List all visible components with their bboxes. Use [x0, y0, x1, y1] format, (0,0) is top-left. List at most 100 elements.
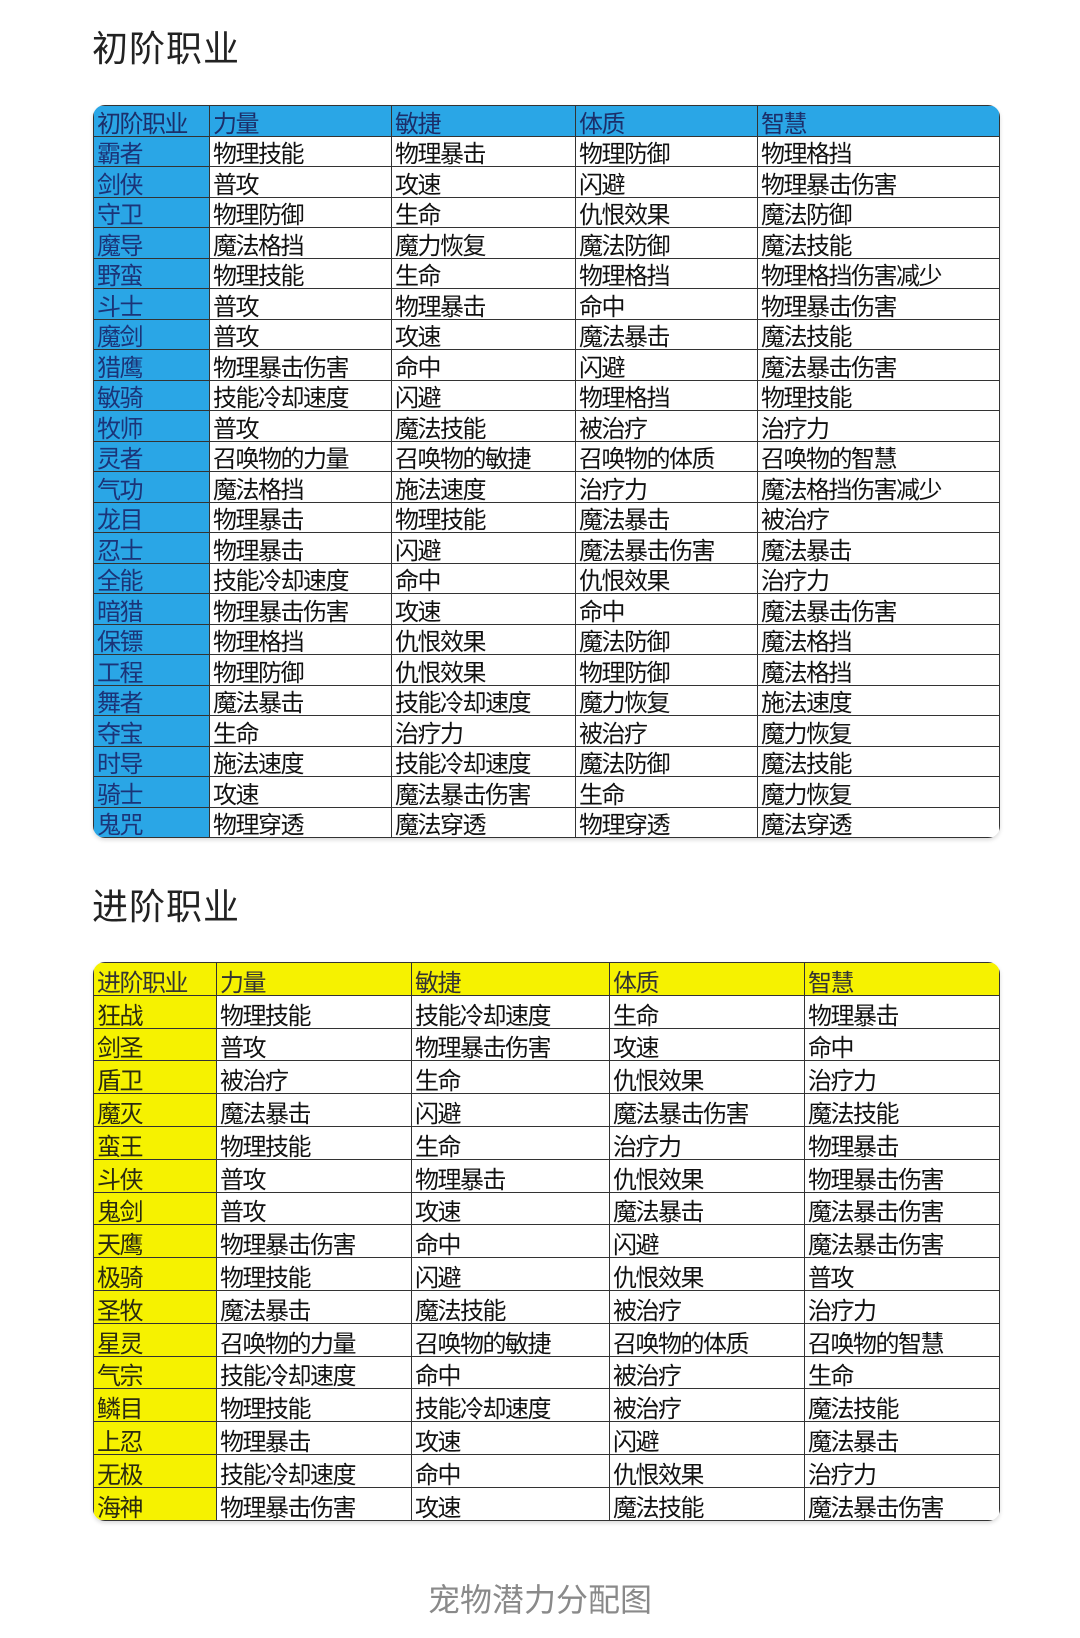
attribute-cell: 攻速: [411, 1421, 610, 1455]
class-name-cell: 时导: [93, 745, 210, 777]
class-name-cell: 魔灭: [93, 1093, 217, 1127]
attribute-cell: 魔力恢复: [391, 227, 576, 259]
attribute-cell: 治疗力: [804, 1453, 1000, 1488]
attribute-cell: 生命: [411, 1060, 610, 1095]
attribute-cell: 召唤物的力量: [216, 1322, 412, 1357]
attribute-cell: 魔法穿透: [757, 806, 1000, 838]
table-row: 魔导 魔法格挡 魔力恢复 魔法防御 魔法技能: [93, 227, 1000, 259]
attribute-cell: 攻速: [411, 1486, 610, 1521]
table-row: 极骑 物理技能 闪避 仇恨效果 普攻: [93, 1257, 1000, 1291]
class-name-cell: 无极: [93, 1453, 217, 1488]
attribute-cell: 魔法技能: [609, 1486, 805, 1521]
attribute-cell: 闪避: [575, 349, 758, 381]
attribute-cell: 技能冷却速度: [209, 562, 392, 594]
attribute-cell: 命中: [411, 1355, 610, 1390]
column-header: 智慧: [757, 105, 1000, 137]
class-name-cell: 魔导: [93, 227, 210, 259]
attribute-cell: 召唤物的力量: [209, 440, 392, 472]
attribute-cell: 命中: [411, 1453, 610, 1488]
attribute-cell: 魔法暴击伤害: [575, 532, 758, 564]
attribute-cell: 闪避: [575, 166, 758, 198]
attribute-cell: 命中: [575, 593, 758, 625]
attribute-cell: 命中: [411, 1224, 610, 1259]
attribute-cell: 魔法暴击: [216, 1093, 412, 1127]
attribute-cell: 物理暴击伤害: [216, 1224, 412, 1259]
attribute-cell: 闪避: [391, 532, 576, 564]
class-name-cell: 气功: [93, 471, 210, 503]
attribute-cell: 魔法暴击伤害: [804, 1486, 1000, 1521]
table-row: 鳞目 物理技能 技能冷却速度 被治疗 魔法技能: [93, 1388, 1000, 1423]
attribute-cell: 普攻: [209, 318, 392, 350]
attribute-cell: 仇恨效果: [609, 1453, 805, 1488]
attribute-cell: 物理技能: [216, 1125, 412, 1160]
attribute-cell: 魔法暴击: [575, 318, 758, 350]
attribute-cell: 仇恨效果: [609, 1060, 805, 1095]
table-row: 舞者 魔法暴击 技能冷却速度 魔力恢复 施法速度: [93, 684, 1000, 716]
attribute-cell: 攻速: [609, 1027, 805, 1062]
attribute-cell: 普攻: [209, 166, 392, 198]
attribute-cell: 魔力恢复: [757, 776, 1000, 808]
class-name-cell: 保镖: [93, 623, 210, 655]
attribute-cell: 治疗力: [575, 471, 758, 503]
attribute-cell: 闪避: [609, 1421, 805, 1455]
attribute-cell: 命中: [391, 562, 576, 594]
class-name-cell: 守卫: [93, 196, 210, 228]
table-row: 猎鹰 物理暴击伤害 命中 闪避 魔法暴击伤害: [93, 349, 1000, 381]
attribute-cell: 魔法暴击伤害: [757, 349, 1000, 381]
advanced-section-title: 进阶职业: [92, 887, 241, 928]
attribute-cell: 魔法格挡: [757, 623, 1000, 655]
class-name-cell: 盾卫: [93, 1060, 217, 1095]
attribute-cell: 物理防御: [575, 135, 758, 167]
attribute-cell: 攻速: [209, 776, 392, 808]
table-row: 蛮王 物理技能 生命 治疗力 物理暴击: [93, 1125, 1000, 1160]
class-name-cell: 斗士: [93, 288, 210, 320]
class-name-cell: 上忍: [93, 1421, 217, 1455]
class-name-cell: 圣牧: [93, 1289, 217, 1324]
attribute-cell: 物理技能: [757, 379, 1000, 411]
table-row: 霸者 物理技能 物理暴击 物理防御 物理格挡: [93, 135, 1000, 167]
attribute-cell: 生命: [411, 1125, 610, 1160]
class-name-cell: 鳞目: [93, 1388, 217, 1423]
attribute-cell: 攻速: [391, 166, 576, 198]
attribute-cell: 召唤物的敏捷: [391, 440, 576, 472]
attribute-cell: 魔法格挡伤害减少: [757, 471, 1000, 503]
attribute-cell: 魔法暴击: [575, 501, 758, 533]
table-row: 海神 物理暴击伤害 攻速 魔法技能 魔法暴击伤害: [93, 1486, 1000, 1521]
column-header: 力量: [209, 105, 392, 137]
attribute-cell: 被治疗: [757, 501, 1000, 533]
attribute-cell: 魔法技能: [757, 745, 1000, 777]
column-header: 体质: [609, 962, 805, 996]
table-row: 敏骑 技能冷却速度 闪避 物理格挡 物理技能: [93, 379, 1000, 411]
attribute-cell: 物理暴击伤害: [216, 1486, 412, 1521]
attribute-cell: 技能冷却速度: [391, 684, 576, 716]
basic-section-title: 初阶职业: [92, 29, 241, 70]
attribute-cell: 魔法暴击伤害: [804, 1224, 1000, 1259]
attribute-cell: 治疗力: [757, 562, 1000, 594]
attribute-cell: 物理暴击: [804, 994, 1000, 1029]
attribute-cell: 物理技能: [216, 1257, 412, 1291]
class-name-cell: 霸者: [93, 135, 210, 167]
attribute-cell: 魔法暴击: [209, 684, 392, 716]
attribute-cell: 魔法格挡: [209, 471, 392, 503]
attribute-cell: 魔力恢复: [575, 684, 758, 716]
class-name-cell: 蛮王: [93, 1125, 217, 1160]
table-row: 鬼咒 物理穿透 魔法穿透 物理穿透 魔法穿透: [93, 806, 1000, 838]
table-row: 暗猎 物理暴击伤害 攻速 命中 魔法暴击伤害: [93, 593, 1000, 625]
attribute-cell: 命中: [804, 1027, 1000, 1062]
attribute-cell: 技能冷却速度: [209, 379, 392, 411]
attribute-cell: 被治疗: [575, 410, 758, 442]
attribute-cell: 普攻: [804, 1257, 1000, 1291]
attribute-cell: 普攻: [216, 1027, 412, 1062]
attribute-cell: 物理暴击伤害: [757, 166, 1000, 198]
attribute-cell: 技能冷却速度: [216, 1453, 412, 1488]
attribute-cell: 魔法暴击: [804, 1421, 1000, 1455]
table-row: 斗侠 普攻 物理暴击 仇恨效果 物理暴击伤害: [93, 1158, 1000, 1193]
column-header: 体质: [575, 105, 758, 137]
class-name-cell: 鬼咒: [93, 806, 210, 838]
attribute-cell: 魔法防御: [575, 745, 758, 777]
attribute-cell: 物理暴击: [216, 1421, 412, 1455]
attribute-cell: 物理暴击: [391, 135, 576, 167]
table-row: 星灵 召唤物的力量 召唤物的敏捷 召唤物的体质 召唤物的智慧: [93, 1322, 1000, 1357]
table-row: 牧师 普攻 魔法技能 被治疗 治疗力: [93, 410, 1000, 442]
class-name-cell: 敏骑: [93, 379, 210, 411]
